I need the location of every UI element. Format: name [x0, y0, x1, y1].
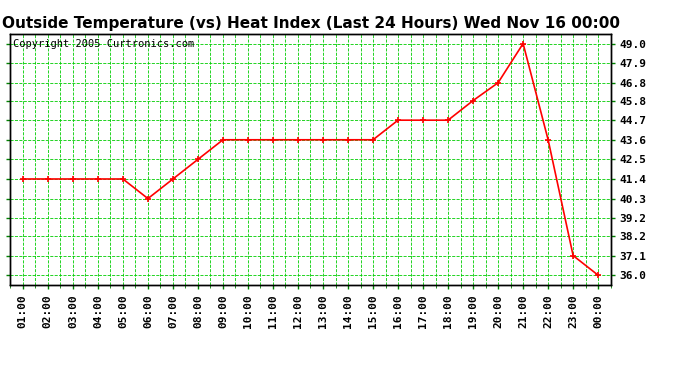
Text: Copyright 2005 Curtronics.com: Copyright 2005 Curtronics.com — [13, 39, 195, 49]
Title: Outside Temperature (vs) Heat Index (Last 24 Hours) Wed Nov 16 00:00: Outside Temperature (vs) Heat Index (Las… — [1, 16, 620, 31]
